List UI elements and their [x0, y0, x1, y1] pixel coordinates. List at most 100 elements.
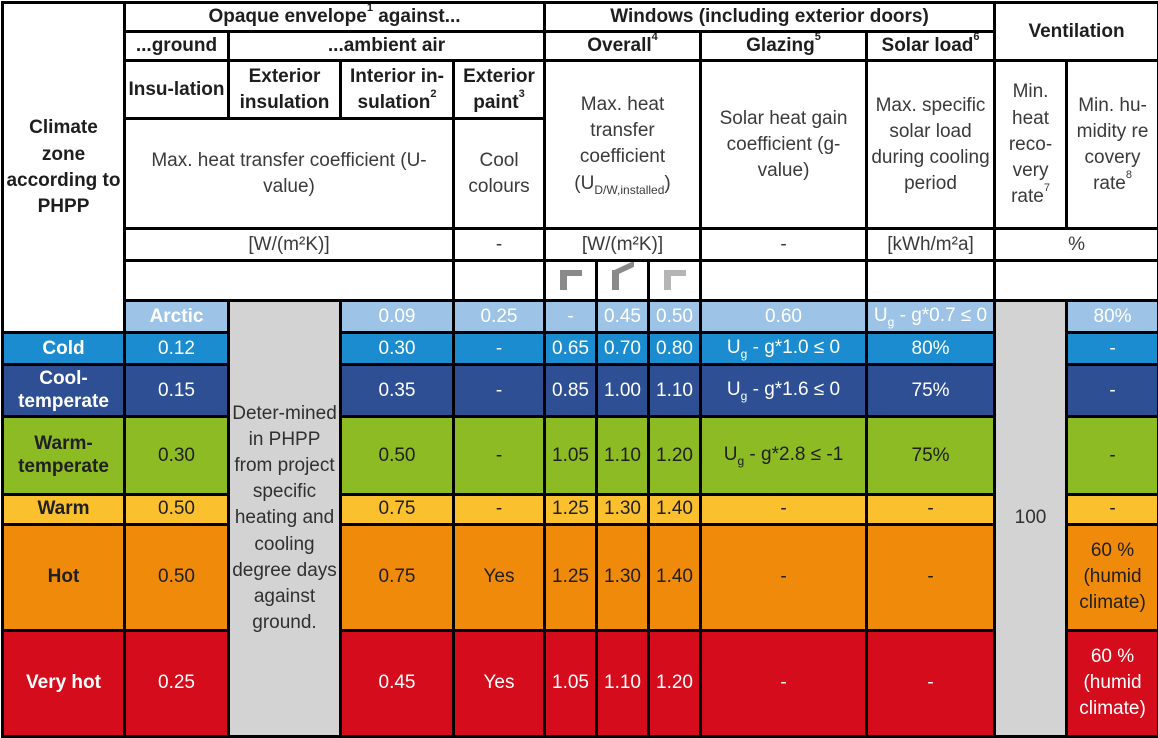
paint-value: - [545, 301, 597, 333]
paint-value: - [454, 333, 545, 365]
window-u-value-1: 1.05 [545, 417, 597, 495]
blank-cell [867, 261, 995, 301]
window-u-value-1: 0.65 [545, 333, 597, 365]
interior-insulation-header: Interior in-sulation2 [341, 61, 454, 119]
exterior-insulation-value: 0.09 [341, 301, 454, 333]
window-u-value-header: Max. heat transfer coefficient (UD/W,ins… [545, 61, 701, 229]
table-row: Very hot 0.25 0.45 Yes 1.05 1.10 1.20 - … [3, 630, 1158, 736]
window-u-value-1: 0.85 [545, 365, 597, 417]
interior-insulation-value: 0.25 [454, 301, 545, 333]
heat-recovery-value: - [867, 495, 995, 524]
window-corner-icon-3 [662, 264, 688, 290]
zone-label: Very hot [3, 630, 125, 736]
units-paint: - [454, 229, 545, 261]
glazing-criterion: Ug - g*0.7 ≤ 0 [867, 301, 995, 333]
exterior-insulation-value: 0.12 [125, 333, 229, 365]
window-u-value-2: 1.30 [597, 495, 649, 524]
paint-value: Yes [454, 524, 545, 630]
heat-recovery-value: 75% [867, 417, 995, 495]
window-u-value-1: 0.45 [597, 301, 649, 333]
zone-label: Cool-temperate [3, 365, 125, 417]
glazing-criterion: Ug - g*2.8 ≤ -1 [701, 417, 867, 495]
overall-header: Overall4 [545, 32, 701, 61]
heat-recovery-value: 80% [867, 333, 995, 365]
units-glazing: - [701, 229, 867, 261]
windows-header: Windows (including exterior doors) [545, 3, 995, 32]
heat-recovery-value: - [867, 524, 995, 630]
window-corner-icon-2 [610, 264, 636, 290]
humidity-recovery-value: 60 % (humid climate) [1067, 524, 1158, 630]
glazing-criterion: - [701, 495, 867, 524]
window-corner-icon-1 [558, 264, 584, 290]
humidity-recovery-value: - [1067, 495, 1158, 524]
shgc-header: Solar heat gain coefficient (g-value) [701, 61, 867, 229]
exterior-insulation-value: 0.30 [125, 417, 229, 495]
window-u-value-3: 1.40 [649, 524, 701, 630]
window-u-value-2: 0.50 [649, 301, 701, 333]
window-u-value-3: 1.10 [649, 365, 701, 417]
glazing-criterion: - [701, 524, 867, 630]
heat-recovery-value: - [867, 630, 995, 736]
insulation-header: Insu-lation [125, 61, 229, 119]
paint-value: - [454, 365, 545, 417]
zone-label: Warm [3, 495, 125, 524]
window-u-value-1: 1.25 [545, 495, 597, 524]
window-icon-cell [649, 261, 701, 301]
table-row: Cool-temperate 0.15 0.35 - 0.85 1.00 1.1… [3, 365, 1158, 417]
interior-insulation-value: 0.35 [341, 365, 454, 417]
window-u-value-2: 1.10 [597, 417, 649, 495]
units-ventilation: % [995, 229, 1158, 261]
zone-label: Arctic [125, 301, 229, 333]
blank-cell [454, 261, 545, 301]
interior-insulation-value: 0.30 [341, 333, 454, 365]
solar-load-header: Solar load6 [867, 32, 995, 61]
exterior-insulation-value: 0.25 [125, 630, 229, 736]
exterior-insulation-value: 0.50 [125, 495, 229, 524]
heat-recovery-value: 80% [1067, 301, 1158, 333]
opaque-envelope-header: Opaque envelope1 against... [125, 3, 545, 32]
ventilation-header: Ventilation [995, 3, 1158, 61]
window-u-value-3: 1.20 [649, 630, 701, 736]
glazing-header: Glazing5 [701, 32, 867, 61]
interior-insulation-value: 0.45 [341, 630, 454, 736]
ambient-air-header: ...ambient air [229, 32, 545, 61]
ground-note: Deter-mined in PHPP from project specifi… [229, 301, 341, 736]
table-row: Cold 0.12 0.30 - 0.65 0.70 0.80 Ug - g*1… [3, 333, 1158, 365]
cool-colours-header: Cool colours [454, 119, 545, 229]
exterior-paint-header: Exterior paint3 [454, 61, 545, 119]
humidity-recovery-value: - [1067, 333, 1158, 365]
window-u-value-2: 0.70 [597, 333, 649, 365]
units-u-value: [W/(m²K)] [125, 229, 454, 261]
heat-recovery-value: 75% [867, 365, 995, 417]
glazing-criterion: Ug - g*1.6 ≤ 0 [701, 365, 867, 417]
table-row: Hot 0.50 0.75 Yes 1.25 1.30 1.40 - - 60 … [3, 524, 1158, 630]
exterior-insulation-value: 0.15 [125, 365, 229, 417]
window-u-value-3: 1.20 [649, 417, 701, 495]
ground-header: ...ground [125, 32, 229, 61]
window-u-value-3: 1.40 [649, 495, 701, 524]
paint-value: Yes [454, 630, 545, 736]
humidity-recovery-value: - [1067, 365, 1158, 417]
humidity-recovery-value: - [1067, 417, 1158, 495]
table-row: Warm-temperate 0.30 0.50 - 1.05 1.10 1.2… [3, 417, 1158, 495]
blank-cell [701, 261, 867, 301]
exterior-insulation-value: 0.50 [125, 524, 229, 630]
interior-insulation-value: 0.75 [341, 495, 454, 524]
zone-label: Cold [3, 333, 125, 365]
window-u-value-3: 0.60 [701, 301, 867, 333]
window-icon-cell [597, 261, 649, 301]
min-heat-recovery-header: Min. heat reco-very rate7 [995, 61, 1067, 229]
table-row: Warm 0.50 0.75 - 1.25 1.30 1.40 - - - [3, 495, 1158, 524]
glazing-criterion: Ug - g*1.0 ≤ 0 [701, 333, 867, 365]
max-u-value-header: Max. heat transfer coefficient (U-value) [125, 119, 454, 229]
window-icon-cell [545, 261, 597, 301]
glazing-criterion: - [701, 630, 867, 736]
solar-load-value: 100 [995, 301, 1067, 736]
paint-value: - [454, 417, 545, 495]
climate-zone-header: Climate zone according to PHPP [3, 3, 125, 333]
table-row: Arctic Deter-mined in PHPP from project … [3, 301, 1158, 333]
window-u-value-1: 1.05 [545, 630, 597, 736]
min-humidity-recovery-header: Min. hu-midity re covery rate8 [1067, 61, 1158, 229]
humidity-recovery-value: 60 % (humid climate) [1067, 630, 1158, 736]
